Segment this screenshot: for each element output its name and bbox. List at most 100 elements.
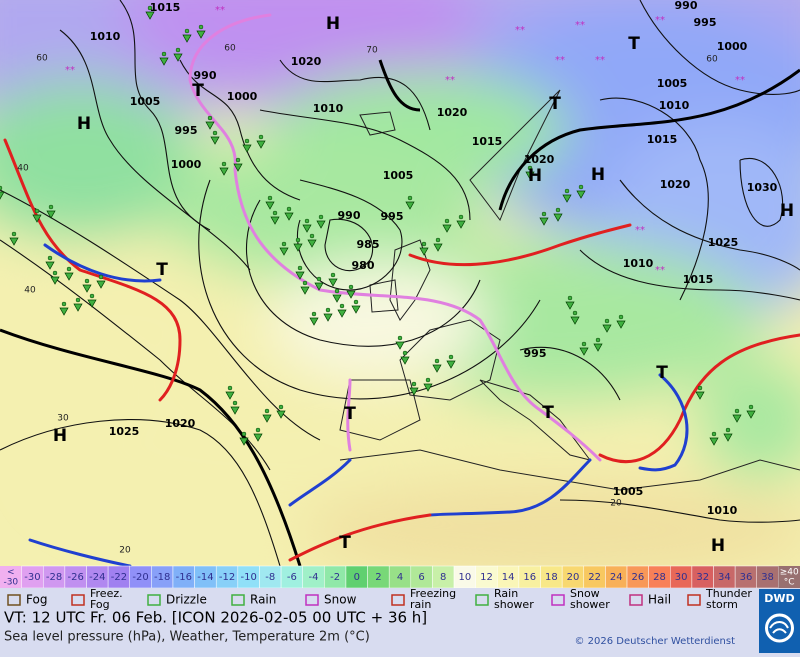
rain-dot [34, 208, 40, 214]
rain-dot [397, 335, 403, 341]
rain-shower-symbol [351, 305, 361, 314]
rain-dot [311, 311, 317, 317]
rain-shower-symbol [337, 309, 347, 318]
rain-shower-symbol [182, 34, 192, 43]
pressure-label: 1010 [707, 504, 738, 517]
rain-shower-symbol [579, 347, 589, 356]
rain-shower-symbol [233, 163, 243, 172]
rain-shower-symbol [32, 214, 42, 223]
pressure-label: 1015 [647, 133, 678, 146]
rain-dot [402, 350, 408, 356]
low-pressure-center: T [628, 34, 640, 54]
rain-shower-symbol [276, 410, 286, 419]
rain-shower-symbol [442, 224, 452, 233]
rain-dot [198, 24, 204, 30]
rain-dot [232, 400, 238, 406]
scale-label: -12 [219, 572, 235, 583]
scale-label: 24 [610, 572, 623, 583]
high-pressure-center: H [780, 201, 794, 221]
pressure-label: 990 [675, 0, 698, 12]
rain-shower-symbol [9, 237, 19, 246]
rain-shower-symbol [219, 167, 229, 176]
pressure-label: 1000 [717, 40, 748, 53]
rain-shower-symbol [159, 57, 169, 66]
rain-dot [595, 337, 601, 343]
pressure-label: 1020 [291, 55, 322, 68]
low-pressure-center: T [549, 94, 561, 114]
rain-shower-symbol [525, 171, 535, 180]
pressure-label: 1005 [383, 169, 414, 182]
rain-shower-symbol [570, 316, 580, 325]
rain-dot [11, 231, 17, 237]
rain-dot [286, 206, 292, 212]
rain-dot [448, 354, 454, 360]
legend-icon [475, 594, 489, 606]
footer-background [0, 588, 800, 653]
rain-dot [297, 265, 303, 271]
rain-shower-symbol [225, 391, 235, 400]
rain-shower-symbol [314, 282, 324, 291]
pressure-label: 1005 [130, 95, 161, 108]
scale-label: 12 [480, 572, 493, 583]
high-pressure-center: H [591, 165, 605, 185]
rain-dot [48, 204, 54, 210]
isotherm-label: 70 [366, 46, 378, 56]
scale-label: 0 [354, 572, 360, 583]
scale-label: -26 [68, 572, 84, 583]
rain-dot [316, 276, 322, 282]
rain-shower-symbol [46, 210, 56, 219]
high-pressure-center: H [711, 536, 725, 556]
rain-shower-symbol [295, 271, 305, 280]
rain-dot [278, 404, 284, 410]
pressure-label: 1000 [171, 158, 202, 171]
legend-label: Freez. [90, 587, 123, 600]
legend-icon [551, 594, 565, 606]
legend-label: Freezing [410, 587, 456, 600]
low-pressure-center: T [192, 81, 204, 101]
legend-label: Rain [494, 587, 518, 600]
rain-shower-symbol [87, 299, 97, 308]
rain-dot [221, 161, 227, 167]
rain-dot [411, 381, 417, 387]
isotherm-label: 20 [610, 499, 622, 509]
scale-label: °C [784, 578, 795, 588]
scale-label: -28 [46, 572, 62, 583]
rain-dot [618, 314, 624, 320]
pressure-label: 1015 [683, 273, 714, 286]
scale-label: -6 [287, 572, 297, 583]
pressure-label: 1025 [109, 425, 140, 438]
rain-dot [318, 214, 324, 220]
rain-shower-symbol [576, 190, 586, 199]
map: ** ** ** ** ** ** ** ** ** ** ** 1015 1010 990 1000 10… [0, 0, 800, 566]
rain-shower-symbol [45, 261, 55, 270]
legend-icon [391, 594, 405, 606]
legend-icon [71, 594, 85, 606]
rain-shower-symbol [196, 30, 206, 39]
rain-shower-symbol [432, 364, 442, 373]
scale-label: -10 [240, 572, 256, 583]
rain-dot [555, 207, 561, 213]
rain-dot [267, 195, 273, 201]
legend-icon [305, 594, 319, 606]
rain-shower-symbol [562, 194, 572, 203]
scale-label: < [7, 568, 15, 578]
scale-label: 30 [675, 572, 688, 583]
low-pressure-center: T [156, 260, 168, 280]
rain-dot [421, 241, 427, 247]
high-pressure-center: H [53, 426, 67, 446]
scale-label: -22 [111, 572, 127, 583]
pressure-label: 995 [524, 347, 547, 360]
scale-label: -2 [330, 572, 340, 583]
low-pressure-center: T [656, 363, 668, 383]
rain-dot [564, 188, 570, 194]
rain-shower-symbol [64, 272, 74, 281]
rain-dot [330, 272, 336, 278]
description: Sea level pressure (hPa), Weather, Tempe… [4, 630, 370, 645]
rain-shower-symbol [433, 243, 443, 252]
pressure-label: 1000 [227, 90, 258, 103]
rain-shower-symbol [409, 387, 419, 396]
rain-shower-symbol [328, 278, 338, 287]
rain-dot [748, 404, 754, 410]
scale-label: 4 [397, 572, 403, 583]
